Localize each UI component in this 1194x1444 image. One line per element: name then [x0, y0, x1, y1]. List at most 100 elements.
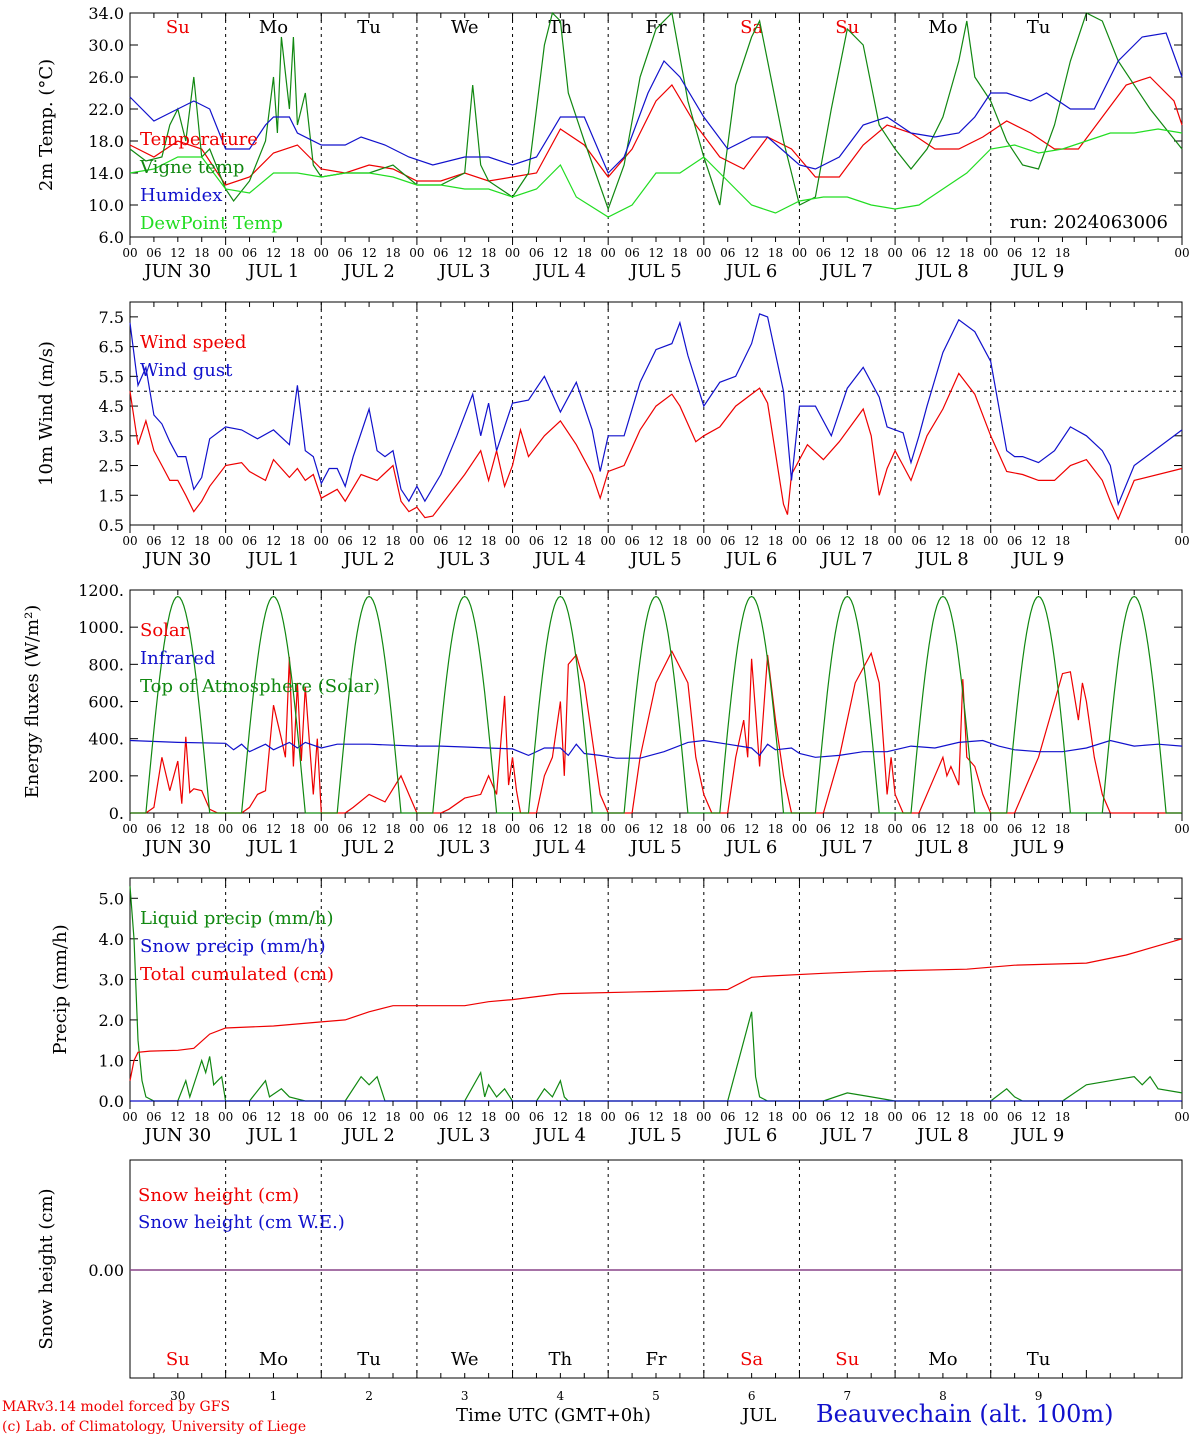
precip-hour-label: 06 [720, 1110, 735, 1124]
precip-hour-label: 06 [911, 1110, 926, 1124]
energy-day-label: JUL 2 [341, 837, 395, 858]
wind-panel: 7.5 6.5 5.5 4.5 3.5 2.5 1.5 0.5 10m Wind (m/s) Wi… [36, 301, 1190, 570]
precip-hour-label: 00 [409, 1110, 424, 1124]
snow-weekday-label: Tu [357, 1349, 381, 1370]
snow-day-number: 30 [170, 1389, 185, 1403]
energy-y-tick-label: 400. [88, 730, 124, 749]
precip-hour-label: 12 [744, 1110, 759, 1124]
snow-panel: 0.00 Snow height (cm) Snow height (cm) Snow… [36, 1159, 1183, 1403]
temp-y-tick-label: 18.0 [88, 132, 124, 151]
weekday-label: Tu [1027, 17, 1051, 38]
energy-y-tick-label: 600. [88, 693, 124, 712]
wind-hour-label: 18 [481, 534, 496, 548]
energy-hour-label: 18 [864, 822, 879, 836]
temp-hour-label: 06 [242, 246, 257, 260]
wind-y-tick-label: 3.5 [99, 427, 124, 446]
precip-y-tick-label: 1.0 [99, 1051, 124, 1070]
precip-y-tick-label: 5.0 [99, 889, 124, 908]
wind-hour-label: 18 [864, 534, 879, 548]
energy-day-label: JUL 4 [533, 837, 587, 858]
wind-hour-label: 18 [385, 534, 400, 548]
wind-y-tick-label: 7.5 [99, 308, 124, 327]
temp-hour-label: 12 [744, 246, 759, 260]
precip-hour-label: 00 [983, 1110, 998, 1124]
snow-y-axis-title: Snow height (cm) [36, 1188, 57, 1349]
temp-series-line [129, 11, 1183, 211]
energy-series-line [130, 649, 1182, 814]
temp-hour-label: 12 [553, 246, 568, 260]
temp-hour-label: 18 [768, 246, 783, 260]
temp-hour-label: 00 [792, 246, 807, 260]
energy-hour-label: 00 [792, 822, 807, 836]
wind-day-label: JUL 3 [437, 549, 491, 570]
temp-hour-label: 06 [720, 246, 735, 260]
precip-hour-label: 18 [1055, 1110, 1070, 1124]
precip-hour-label: 12 [361, 1110, 376, 1124]
temp-hour-label: 12 [648, 246, 663, 260]
wind-hour-label: 00 [696, 534, 711, 548]
wind-day-label: JUL 1 [246, 549, 300, 570]
energy-legend-infrared: Infrared [140, 648, 215, 669]
wind-hour-label: 06 [146, 534, 161, 548]
energy-day-label: JUL 8 [915, 837, 969, 858]
snow-weekday-label: Sa [740, 1349, 763, 1370]
snow-weekday-label: We [451, 1349, 479, 1370]
temp-day-label: JUL 9 [1011, 261, 1065, 282]
wind-hour-label: 12 [935, 534, 950, 548]
precip-hour-label: 00 [1174, 1110, 1189, 1124]
energy-hour-label: 18 [959, 822, 974, 836]
energy-hour-label: 12 [935, 822, 950, 836]
temp-hour-label: 00 [983, 246, 998, 260]
wind-day-label: JUL 5 [628, 549, 682, 570]
wind-day-label: JUL 4 [533, 549, 587, 570]
precip-hour-label: 18 [194, 1110, 209, 1124]
snow-y-tick-label: 0.00 [88, 1261, 124, 1280]
temp-y-tick-label: 10.0 [88, 196, 124, 215]
precip-series-line [129, 886, 1183, 1102]
snow-day-number: 1 [270, 1389, 278, 1403]
energy-panel: 1200. 1000. 800. 600. 400. 200. 0. Energy fluxe… [22, 581, 1190, 858]
precip-hour-label: 18 [385, 1110, 400, 1124]
temp-hour-label: 00 [696, 246, 711, 260]
precip-y-tick-label: 0.0 [99, 1092, 124, 1111]
precip-hour-label: 12 [935, 1110, 950, 1124]
temp-hour-label: 06 [433, 246, 448, 260]
wind-hour-label: 00 [314, 534, 329, 548]
precip-hour-label: 18 [290, 1110, 305, 1124]
precip-hour-label: 18 [864, 1110, 879, 1124]
precip-hour-label: 06 [242, 1110, 257, 1124]
wind-legend-wind-speed: Wind speed [140, 332, 246, 353]
precip-day-label: JUL 2 [341, 1125, 395, 1146]
temp-hour-label: 18 [385, 246, 400, 260]
wind-hour-label: 12 [361, 534, 376, 548]
weekday-label: Fr [645, 17, 666, 38]
weekday-label: Tu [357, 17, 381, 38]
temp-hour-label: 00 [1174, 246, 1189, 260]
run-label: run: 2024063006 [1010, 212, 1168, 233]
temp-y-tick-label: 14.0 [88, 164, 124, 183]
energy-y-tick-label: 1200. [78, 581, 124, 600]
energy-hour-label: 12 [553, 822, 568, 836]
energy-hour-label: 00 [505, 822, 520, 836]
wind-hour-label: 00 [1174, 534, 1189, 548]
energy-day-label: JUL 5 [628, 837, 682, 858]
snow-day-number: 5 [652, 1389, 660, 1403]
energy-hour-label: 00 [696, 822, 711, 836]
temp-panel: Su Mo Tu We Th Fr Sa Su Mo Tu34.030.026.022.018.0… [36, 4, 1190, 282]
energy-hour-label: 00 [218, 822, 233, 836]
wind-hour-label: 12 [457, 534, 472, 548]
wind-hour-label: 00 [601, 534, 616, 548]
energy-hour-label: 06 [720, 822, 735, 836]
temp-series-line [129, 32, 1183, 175]
precip-hour-label: 18 [481, 1110, 496, 1124]
temp-hour-label: 06 [529, 246, 544, 260]
wind-y-tick-label: 6.5 [99, 338, 124, 357]
energy-day-label: JUL 7 [820, 837, 874, 858]
temp-y-tick-label: 26.0 [88, 68, 124, 87]
precip-hour-label: 00 [887, 1110, 902, 1124]
energy-hour-label: 00 [122, 822, 137, 836]
energy-hour-label: 18 [385, 822, 400, 836]
precip-legend-snow-precip-mm-h: Snow precip (mm/h) [140, 936, 326, 957]
wind-hour-label: 00 [218, 534, 233, 548]
energy-y-axis-title: Energy fluxes (W/m²) [22, 605, 43, 799]
